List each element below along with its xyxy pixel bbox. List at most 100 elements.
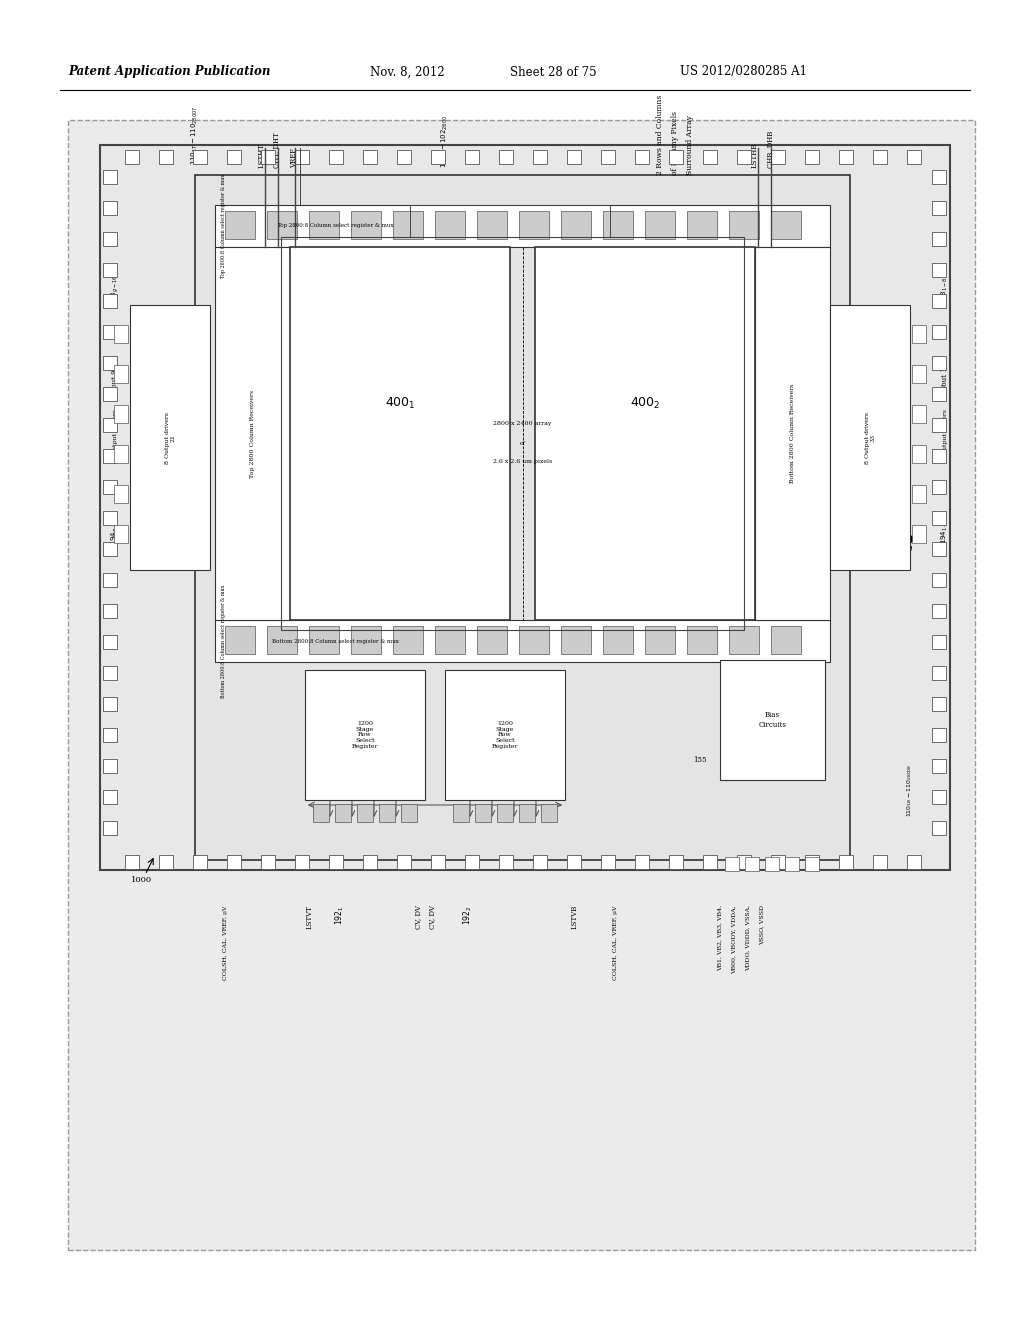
Text: of: of (519, 441, 525, 446)
Text: Top 2800:8 Column select register & mux: Top 2800:8 Column select register & mux (276, 223, 393, 228)
Bar (932, 543, 946, 556)
Text: Bottom 2800:8 Column select register & mux: Bottom 2800:8 Column select register & m… (220, 585, 225, 698)
Bar (932, 667, 946, 680)
Bar (771, 211, 801, 239)
Bar (309, 211, 339, 239)
Bar (103, 697, 117, 711)
Bar (932, 418, 946, 432)
Text: VREF: VREF (290, 148, 298, 168)
Bar (445, 671, 565, 800)
Bar (534, 855, 547, 869)
Bar (103, 449, 117, 463)
Bar (519, 626, 549, 653)
Bar (103, 232, 117, 246)
Bar (912, 325, 926, 343)
Bar (912, 525, 926, 543)
Bar (932, 635, 946, 649)
Text: $198_{1-8}$: $198_{1-8}$ (940, 276, 950, 304)
Bar (907, 855, 921, 869)
Bar (397, 855, 411, 869)
Bar (103, 635, 117, 649)
Bar (873, 150, 887, 164)
Bar (103, 263, 117, 277)
Bar (839, 855, 853, 869)
Bar (329, 855, 343, 869)
Bar (103, 418, 117, 432)
Bar (932, 729, 946, 742)
Text: 2.6 x 2.6 um pixels: 2.6 x 2.6 um pixels (493, 459, 552, 465)
Bar (912, 484, 926, 503)
Bar (805, 855, 819, 869)
Bar (431, 150, 445, 164)
Bar (313, 804, 329, 822)
Bar (519, 804, 535, 822)
Bar (114, 325, 128, 343)
Bar (103, 667, 117, 680)
Bar (103, 480, 117, 494)
Bar (720, 660, 825, 780)
Bar (431, 855, 445, 869)
Bar (103, 789, 117, 804)
Bar (785, 857, 799, 871)
Bar (932, 573, 946, 587)
Bar (645, 626, 675, 653)
Text: Surround Array: Surround Array (686, 115, 694, 176)
Bar (103, 605, 117, 618)
Text: CV, DV: CV, DV (428, 906, 436, 929)
Bar (329, 150, 343, 164)
Bar (103, 759, 117, 774)
Bar (159, 150, 173, 164)
Bar (295, 855, 309, 869)
Bar (125, 855, 139, 869)
Bar (393, 626, 423, 653)
Text: 8 Output drivers: 8 Output drivers (942, 409, 947, 461)
Bar (932, 201, 946, 215)
Bar (195, 176, 850, 861)
Text: $102_1-102_{2800}$: $102_1-102_{2800}$ (440, 115, 451, 168)
Bar (227, 855, 241, 869)
Text: 8 Output drivers: 8 Output drivers (113, 409, 118, 461)
Text: COLSH, CAL, VREF, μV: COLSH, CAL, VREF, μV (612, 906, 617, 979)
Bar (225, 626, 255, 653)
Bar (103, 325, 117, 339)
Bar (357, 804, 373, 822)
Bar (932, 232, 946, 246)
Text: Sheet 28 of 75: Sheet 28 of 75 (510, 66, 597, 78)
Text: Bottom 2800:8 Column select register & mux: Bottom 2800:8 Column select register & m… (271, 639, 398, 644)
Bar (225, 211, 255, 239)
Bar (215, 247, 290, 620)
Bar (567, 855, 581, 869)
Text: 1000: 1000 (131, 876, 153, 884)
Bar (932, 263, 946, 277)
Text: 1200
Stage
Row
Select
Register: 1200 Stage Row Select Register (492, 721, 518, 750)
Text: 8 Output drivers
21: 8 Output drivers 21 (165, 412, 175, 463)
Bar (765, 857, 779, 871)
Bar (295, 150, 309, 164)
Bar (912, 445, 926, 463)
Bar (379, 804, 395, 822)
Bar (215, 205, 830, 247)
Bar (125, 150, 139, 164)
Bar (907, 150, 921, 164)
Bar (932, 759, 946, 774)
Text: 155: 155 (693, 756, 707, 764)
Text: Top 2800 Column Receivers: Top 2800 Column Receivers (250, 389, 255, 478)
Text: CV, DV: CV, DV (414, 906, 422, 929)
Bar (475, 804, 490, 822)
Text: 1200
Stage
Row
Select
Register: 1200 Stage Row Select Register (352, 721, 378, 750)
Bar (351, 211, 381, 239)
Bar (567, 150, 581, 164)
Bar (335, 804, 351, 822)
Bar (103, 511, 117, 525)
Bar (351, 626, 381, 653)
Bar (103, 294, 117, 308)
Bar (932, 356, 946, 370)
Bar (290, 247, 510, 620)
Bar (645, 211, 675, 239)
Text: CHT, DHT: CHT, DHT (272, 132, 280, 168)
Bar (912, 405, 926, 422)
Bar (401, 804, 417, 822)
Bar (465, 150, 479, 164)
Text: VB00, VBODY, VDDA,: VB00, VBODY, VDDA, (731, 906, 736, 974)
Text: $198_{g-16}$: $198_{g-16}$ (110, 275, 121, 305)
